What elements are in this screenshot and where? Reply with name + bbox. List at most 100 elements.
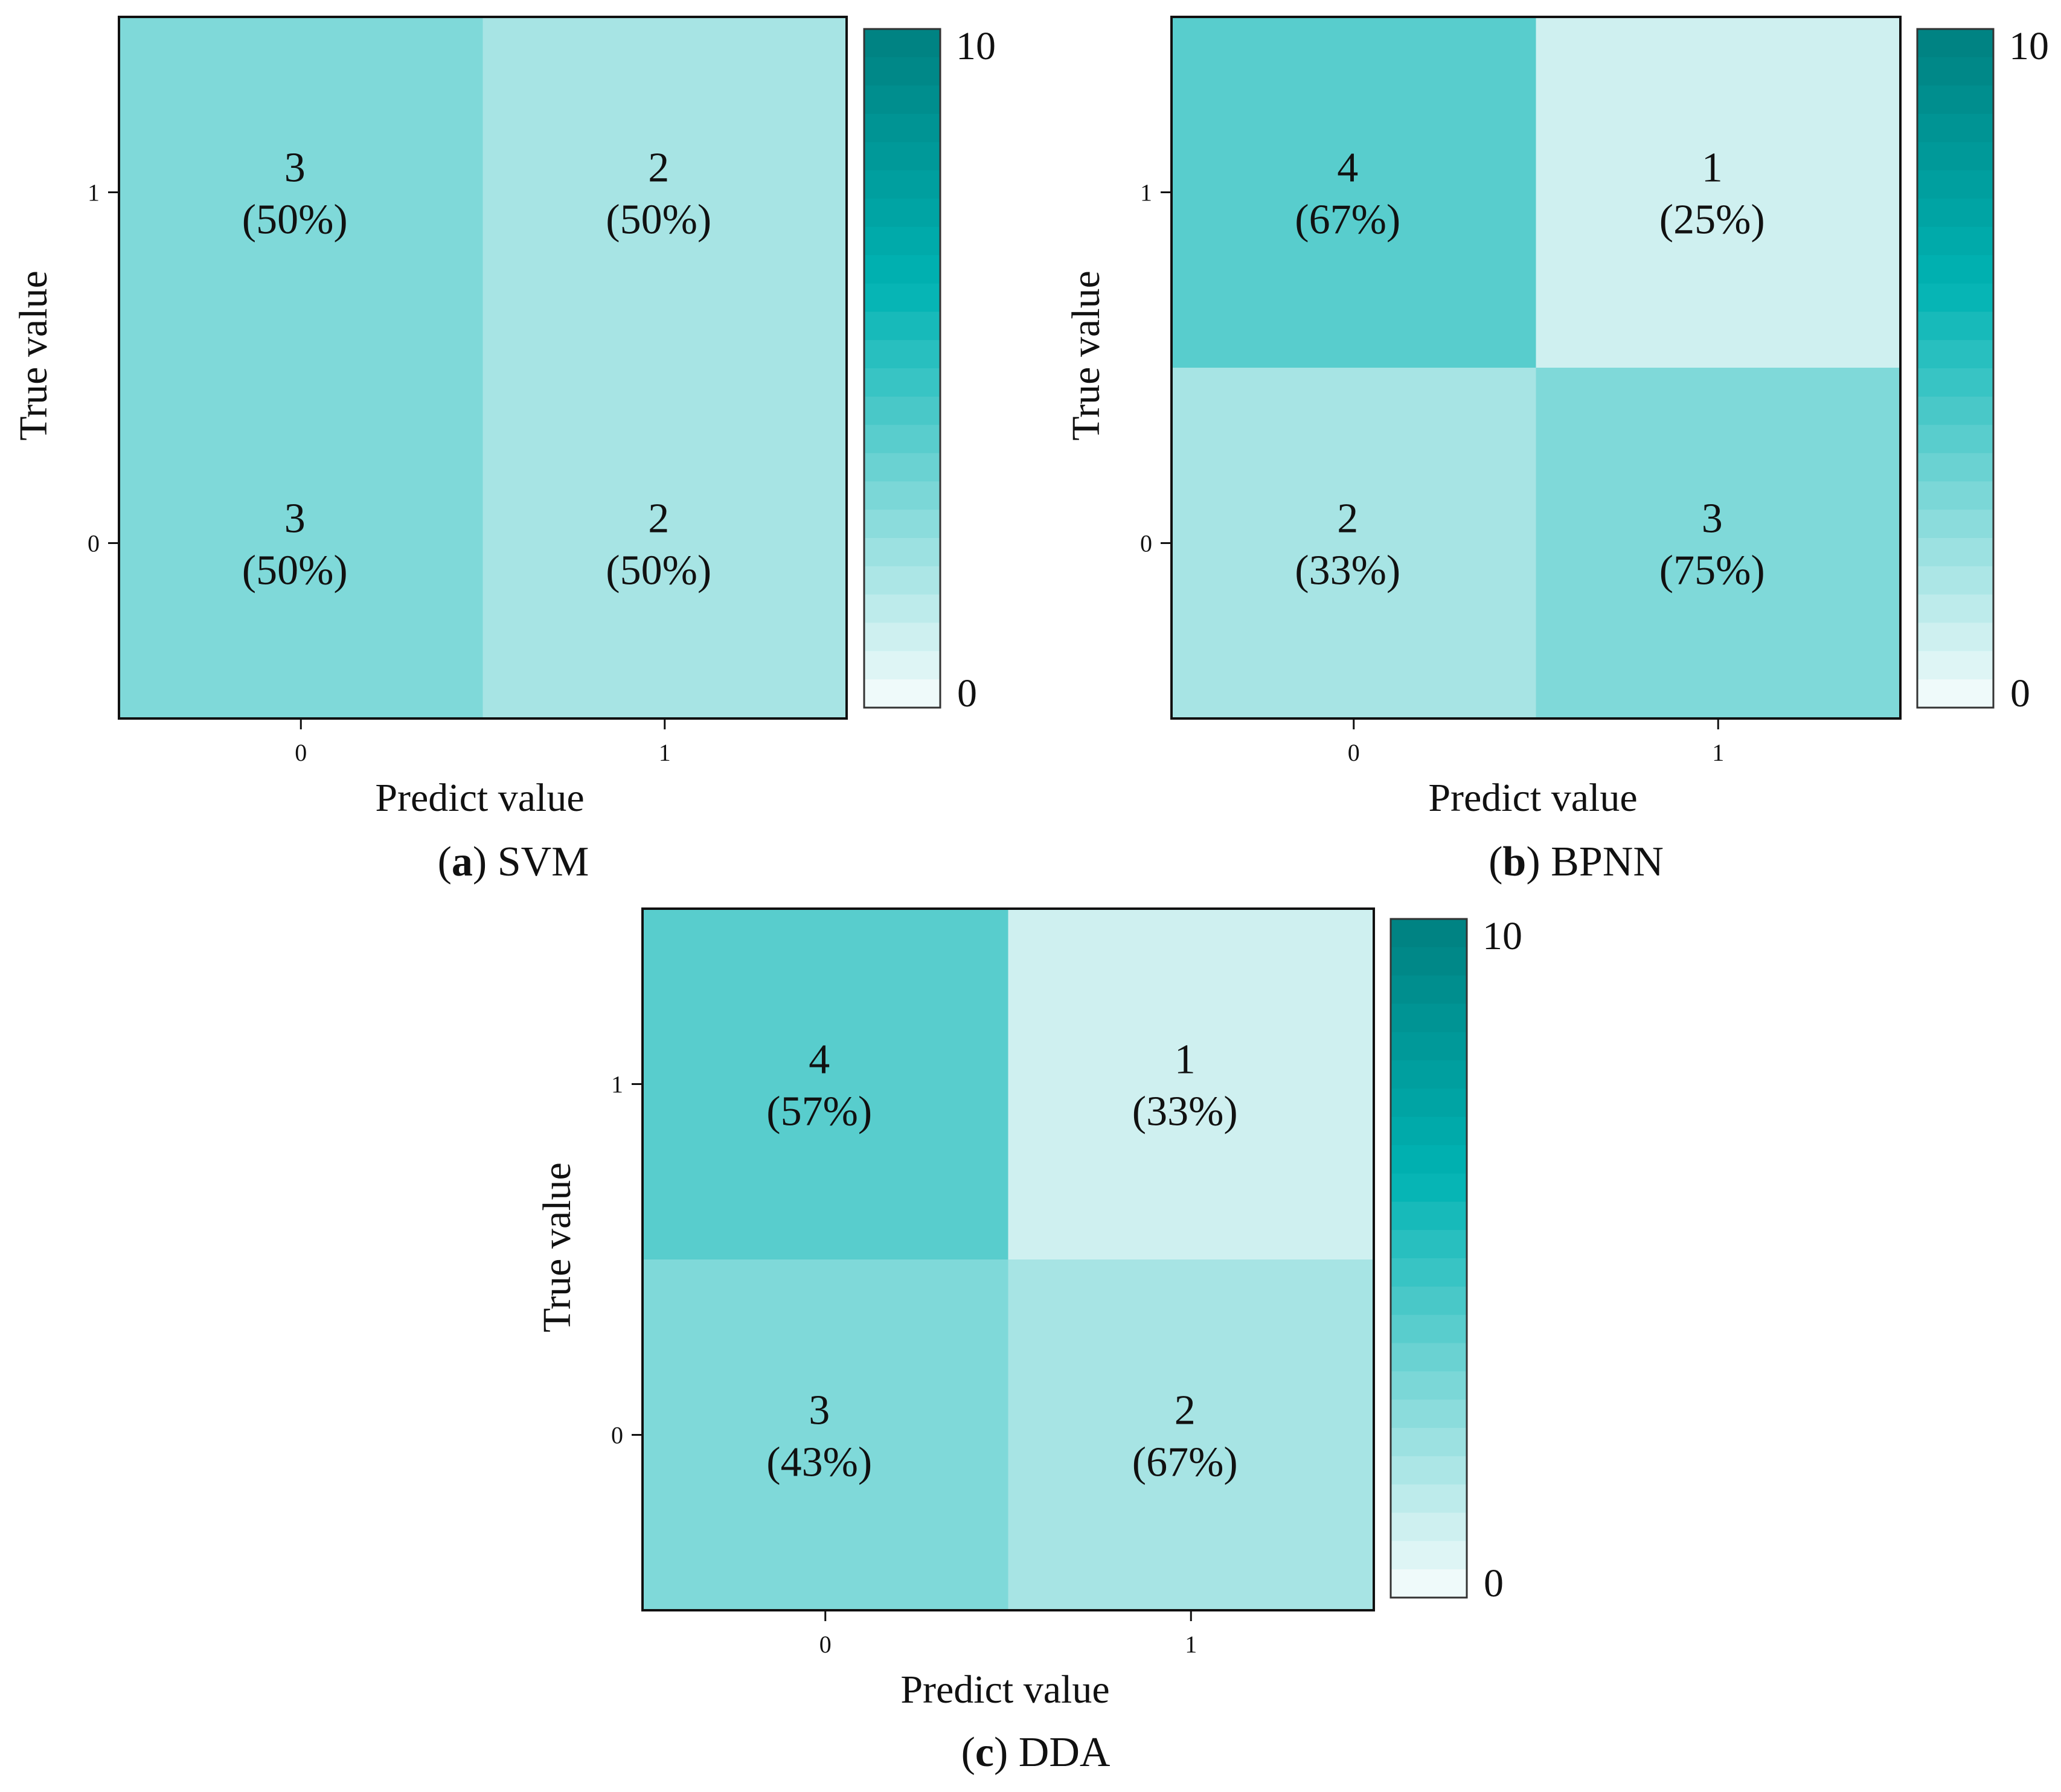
- heatmap-cell: [1172, 368, 1536, 718]
- x-axis-label: Predict value: [1428, 776, 1637, 820]
- colorbar-swatch: [1391, 1003, 1467, 1032]
- colorbar-swatch: [1391, 1145, 1467, 1174]
- y-tick-label: 0: [611, 1422, 623, 1449]
- colorbar-swatch: [1917, 29, 1993, 58]
- cell-count-label: 2: [1337, 496, 1358, 542]
- colorbar-swatch: [1917, 85, 1993, 115]
- colorbar-swatch: [864, 114, 940, 142]
- colorbar-swatch: [1917, 340, 1993, 369]
- caption-model-name: BPNN: [1551, 839, 1664, 885]
- colorbar-swatch: [1391, 1314, 1467, 1344]
- colorbar-swatch: [1391, 1371, 1467, 1400]
- colorbar-swatch: [1391, 1202, 1467, 1230]
- cell-count-label: 2: [648, 496, 669, 542]
- colorbar-swatch: [864, 594, 940, 624]
- y-axis-label: True value: [535, 1162, 579, 1333]
- plot-frame: [641, 907, 1375, 1611]
- cell-count-label: 1: [1175, 1037, 1196, 1083]
- colorbar-swatch: [1391, 1032, 1467, 1061]
- colorbar-swatch: [1917, 226, 1993, 256]
- y-tick-label: 1: [611, 1071, 623, 1098]
- colorbar-swatch: [864, 622, 940, 651]
- heatmap-cell: [1536, 368, 1900, 718]
- caption-close-paren: ): [994, 1729, 1019, 1776]
- colorbar-swatch: [1917, 283, 1993, 312]
- colorbar-swatch: [1391, 1343, 1467, 1372]
- colorbar-max-label: 10: [956, 24, 996, 68]
- colorbar-swatch: [864, 396, 940, 426]
- x-tick-label: 1: [659, 739, 671, 766]
- colorbar-swatch: [1391, 1456, 1467, 1485]
- cell-count-label: 2: [648, 145, 669, 191]
- colorbar-swatch: [1917, 255, 1993, 284]
- colorbar-swatch: [1917, 510, 1993, 539]
- colorbar-swatch: [1917, 453, 1993, 482]
- y-tick-label: 1: [88, 179, 100, 206]
- colorbar-swatch: [864, 453, 940, 482]
- colorbar-swatch: [864, 57, 940, 86]
- heatmap-cell: [119, 17, 483, 368]
- colorbar-swatch: [864, 170, 940, 199]
- colorbar-swatch: [1391, 1258, 1467, 1287]
- cell-percent-label: (50%): [242, 197, 348, 243]
- caption-open-paren: (: [438, 839, 452, 885]
- colorbar-swatch: [1391, 1116, 1467, 1146]
- colorbar-swatch: [1391, 1512, 1467, 1541]
- colorbar-swatch: [1391, 1089, 1467, 1118]
- panel-caption: (a) SVM: [438, 839, 589, 885]
- colorbar-swatch: [864, 312, 940, 341]
- colorbar-swatch: [864, 481, 940, 510]
- colorbar-swatch: [1391, 1173, 1467, 1202]
- heatmap-cell: [1008, 909, 1374, 1259]
- colorbar-swatch: [864, 340, 940, 369]
- colorbar-frame: [1389, 918, 1468, 1599]
- heatmap-cell: [1172, 17, 1536, 368]
- caption-close-paren: ): [473, 839, 498, 885]
- panel-caption: (b) BPNN: [1489, 839, 1664, 885]
- colorbar-swatch: [1917, 312, 1993, 341]
- colorbar-swatch: [1917, 424, 1993, 454]
- colorbar-swatch: [1391, 1400, 1467, 1429]
- colorbar-swatch: [1391, 919, 1467, 948]
- colorbar-swatch: [864, 679, 940, 708]
- colorbar-swatch: [864, 142, 940, 171]
- colorbar-swatch: [864, 283, 940, 312]
- colorbar-swatch: [1391, 1230, 1467, 1259]
- colorbar-swatch: [864, 255, 940, 284]
- colorbar-swatch: [1917, 651, 1993, 680]
- colorbar-swatch: [1391, 1484, 1467, 1514]
- colorbar-swatch: [864, 538, 940, 567]
- colorbar-swatch: [864, 226, 940, 256]
- colorbar-max-label: 10: [1482, 914, 1522, 958]
- colorbar-min-label: 0: [1484, 1561, 1504, 1605]
- caption-model-name: SVM: [498, 839, 589, 885]
- y-axis-label: True value: [1064, 270, 1108, 441]
- heatmap-cell: [1536, 17, 1900, 368]
- cell-count-label: 3: [1702, 496, 1723, 542]
- caption-letter: b: [1502, 839, 1526, 885]
- colorbar-frame: [1916, 28, 1995, 709]
- colorbar-swatch: [864, 651, 940, 680]
- cell-percent-label: (57%): [766, 1089, 872, 1135]
- cell-percent-label: (75%): [1659, 548, 1765, 594]
- colorbar-swatch: [1917, 396, 1993, 426]
- colorbar-swatch: [864, 510, 940, 539]
- cell-percent-label: (50%): [606, 548, 711, 594]
- heatmap-cell: [482, 17, 847, 368]
- plot-frame: [1170, 16, 1902, 720]
- colorbar-swatch: [864, 29, 940, 58]
- cell-percent-label: (33%): [1295, 548, 1400, 594]
- colorbar-min-label: 0: [957, 671, 977, 715]
- cell-count-label: 4: [1337, 145, 1358, 191]
- caption-open-paren: (: [961, 1729, 975, 1776]
- y-tick-label: 1: [1140, 179, 1152, 206]
- caption-model-name: DDA: [1019, 1729, 1111, 1776]
- x-axis-label: Predict value: [375, 776, 584, 820]
- x-tick-label: 0: [1348, 739, 1360, 766]
- caption-open-paren: (: [1489, 839, 1502, 885]
- heatmap-cell: [119, 368, 483, 718]
